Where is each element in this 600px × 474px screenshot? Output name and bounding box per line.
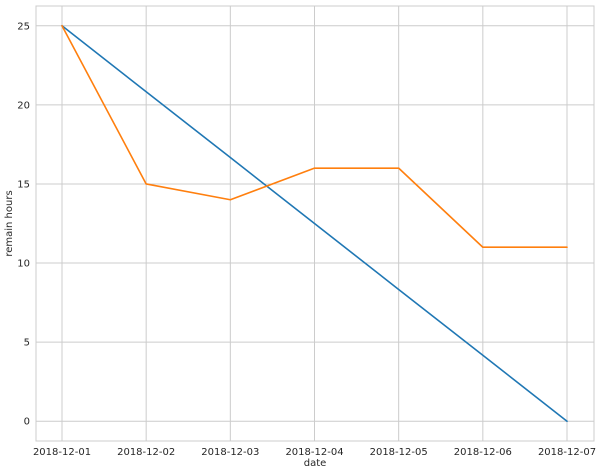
x-tick-label: 2018-12-04	[285, 447, 343, 458]
gridlines	[36, 6, 594, 441]
y-tick-label: 0	[24, 417, 30, 428]
series-line-2	[61, 24, 568, 249]
y-tick-label: 20	[17, 100, 30, 111]
x-tick-label: 2018-12-06	[454, 447, 512, 458]
x-tick-labels: 2018-12-01 2018-12-02 2018-12-03 2018-12-04…	[33, 447, 596, 458]
x-tick-label: 2018-12-01	[33, 447, 91, 458]
y-tick-label: 10	[17, 259, 30, 270]
x-axis-title: date	[304, 458, 327, 469]
y-tick-labels: 0 5 10 15 20 25	[17, 21, 30, 427]
y-tick-label: 25	[17, 21, 30, 32]
x-tick-label: 2018-12-03	[201, 447, 259, 458]
series-lines	[61, 24, 568, 423]
x-tick-label: 2018-12-02	[117, 447, 175, 458]
x-tick-label: 2018-12-05	[370, 447, 428, 458]
y-tick-label: 5	[24, 338, 30, 349]
y-axis-title: remain hours	[4, 190, 15, 256]
x-tick-label: 2018-12-07	[538, 447, 596, 458]
series-line-1	[61, 24, 568, 423]
y-tick-label: 15	[17, 179, 30, 190]
